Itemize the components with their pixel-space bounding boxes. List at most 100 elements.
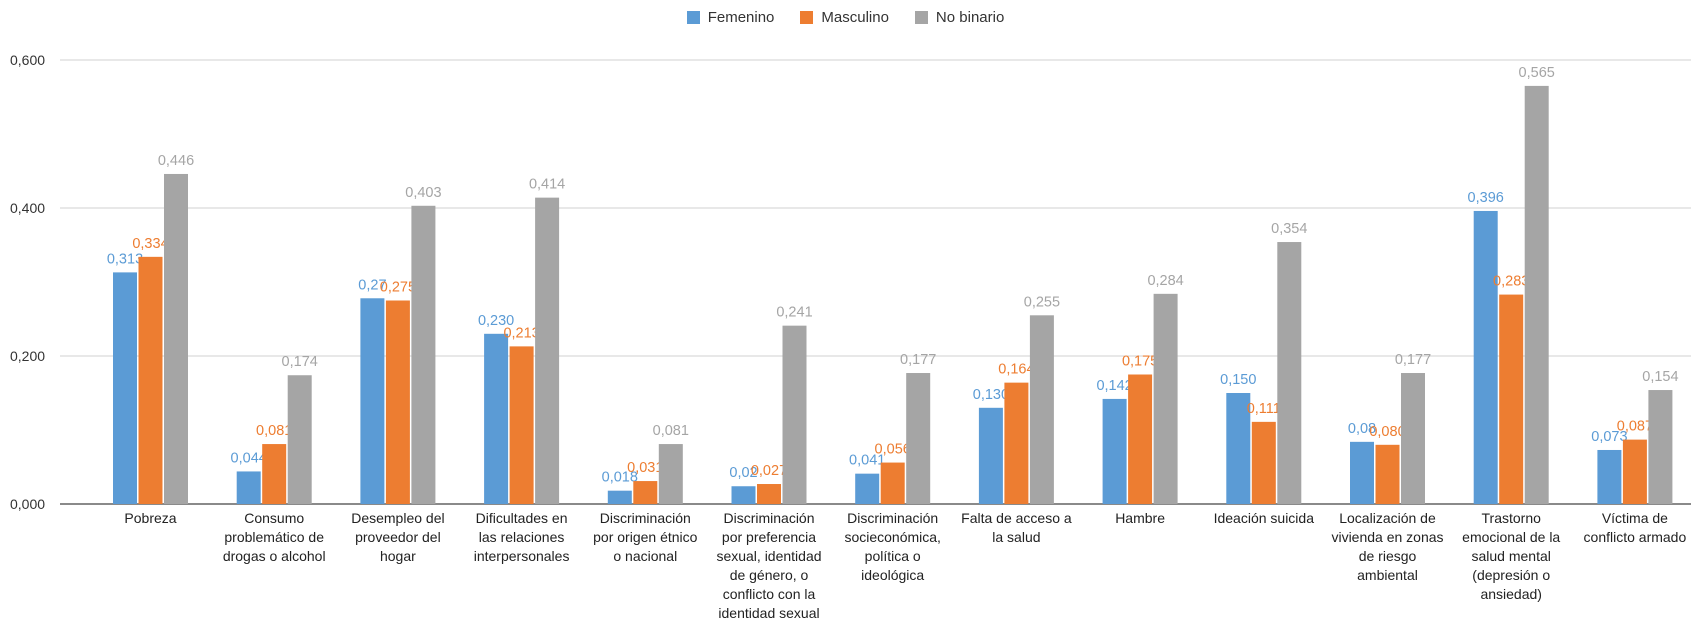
legend-item-femenino: Femenino [686,8,775,26]
category-label: de riesgo [1359,548,1417,564]
category-label: ideológica [861,567,924,583]
legend: Femenino Masculino No binario [0,6,1691,28]
bar-no-binario [411,205,436,504]
data-label: 0,044 [231,450,267,466]
category-label: salud mental [1472,548,1551,564]
bar-femenino [1226,393,1251,504]
bar-no-binario [782,325,807,504]
bar-masculino [262,444,287,504]
y-tick-label: 0,600 [10,52,45,68]
data-label: 0,073 [1591,429,1627,445]
data-label: 0,174 [282,354,318,370]
category-label: Localización de [1339,510,1436,526]
bar-masculino [138,256,163,504]
bar-femenino [360,298,385,504]
data-label: 0,177 [900,352,936,368]
bar-femenino [1473,210,1498,504]
category-label: sexual, identidad [716,548,821,564]
category-label: Dificultades en [476,510,568,526]
category-label: Falta de acceso a [961,510,1072,526]
bar-no-binario [1029,315,1054,504]
legend-label-masculino: Masculino [821,8,889,26]
y-tick-label: 0,200 [10,348,45,364]
data-label: 0,111 [1247,401,1281,417]
category-label: Trastorno [1482,510,1542,526]
bar-no-binario [164,173,188,504]
data-label: 0,396 [1468,190,1504,206]
data-label: 0,283 [1493,274,1529,290]
category-label: de género, o [730,567,809,583]
data-label: 0,313 [107,251,143,267]
data-label: 0,080 [1369,424,1405,440]
data-label: 0,354 [1271,221,1307,237]
bar-masculino [1375,444,1400,504]
data-label: 0,08 [1348,421,1376,437]
category-label: Pobreza [124,510,176,526]
bar-no-binario [287,375,312,504]
category-label: emocional de la [1462,529,1560,545]
legend-swatch-femenino [686,10,700,24]
category-label: drogas o alcohol [223,548,326,564]
category-label: conflicto con la [723,586,816,602]
legend-item-masculino: Masculino [800,9,889,26]
bar-femenino [607,490,632,504]
data-label: 0,230 [478,313,514,329]
category-label: conflicto armado [1584,529,1687,545]
data-label: 0,284 [1147,273,1183,289]
bar-femenino [113,272,137,504]
y-tick-label: 0,400 [10,200,45,216]
data-label: 0,041 [849,453,885,469]
data-label: 0,403 [405,185,441,201]
category-label: Ideación suicida [1214,510,1315,526]
data-label: 0,414 [529,177,565,193]
legend-label-femenino: Femenino [707,8,775,26]
category-label: ambiental [1357,567,1418,583]
category-label: proveedor del [355,529,441,545]
bar-no-binario [1524,85,1549,505]
bar-masculino [385,300,410,504]
data-label: 0,087 [1617,419,1653,435]
category-label: interpersonales [474,548,570,564]
data-label: 0,018 [602,470,638,486]
bar-masculino [1128,374,1153,504]
bar-masculino [1622,439,1647,504]
category-label: socieconómica, [844,529,941,545]
legend-swatch-masculino [800,10,814,24]
category-label: Víctima de [1602,510,1668,526]
bar-femenino [484,333,509,504]
category-label: Discriminación [847,510,938,526]
data-label: 0,081 [256,423,292,439]
data-label: 0,446 [158,153,194,169]
category-label: por preferencia [722,529,816,545]
category-label: (depresión o [1472,567,1550,583]
bar-no-binario [1401,373,1425,504]
bar-no-binario [658,444,683,504]
bar-no-binario [1648,390,1673,504]
data-label: 0,255 [1024,294,1060,310]
category-label: ansiedad) [1480,586,1542,602]
data-label: 0,177 [1395,352,1431,368]
bar-femenino [1597,449,1622,504]
bar-masculino [633,481,658,504]
data-label: 0,150 [1220,372,1256,388]
category-label: por origen étnico [593,529,698,545]
data-label: 0,081 [653,423,689,439]
bar-femenino [236,471,261,504]
bar-no-binario [1153,293,1178,504]
bar-femenino [1350,441,1374,504]
bar-masculino [757,484,781,504]
bar-femenino [978,407,1003,504]
data-label: 0,241 [776,305,812,321]
data-label: 0,164 [998,362,1034,378]
category-label: política o [865,548,921,564]
data-label: 0,130 [973,387,1009,403]
y-tick-label: 0,000 [10,496,45,512]
category-label: problemático de [224,529,324,545]
bar-femenino [1102,398,1127,504]
data-label: 0,142 [1096,378,1132,394]
bar-no-binario [535,197,560,504]
bar-masculino [1499,294,1524,504]
bar-no-binario [1277,242,1302,505]
